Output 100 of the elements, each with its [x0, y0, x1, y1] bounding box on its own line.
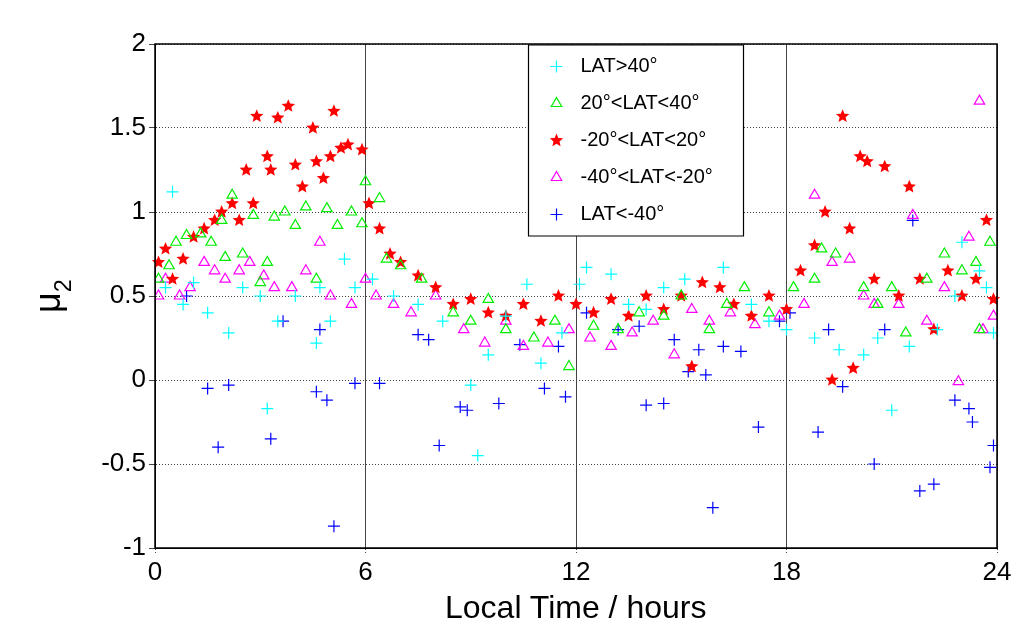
point	[647, 314, 659, 325]
point	[186, 275, 201, 290]
point	[372, 376, 387, 390]
y-tick-label: 0	[131, 363, 146, 394]
point	[633, 306, 645, 317]
point	[716, 339, 730, 353]
point	[822, 323, 836, 337]
point	[678, 272, 692, 286]
point	[836, 380, 850, 394]
point	[584, 331, 596, 342]
y-tick-label: 0.5	[109, 279, 146, 310]
point	[984, 235, 996, 246]
x-tick-label: 18	[772, 555, 801, 586]
point	[254, 275, 267, 287]
point	[464, 378, 478, 392]
point	[857, 281, 870, 292]
point	[313, 323, 327, 337]
point	[173, 289, 186, 300]
point	[639, 302, 653, 317]
point	[309, 385, 323, 399]
legend-label: LAT>40°	[580, 54, 658, 77]
point	[520, 277, 534, 291]
point	[703, 314, 716, 325]
point	[226, 188, 238, 199]
point	[738, 281, 751, 292]
point	[667, 333, 681, 347]
point	[703, 323, 716, 334]
point	[331, 218, 344, 230]
point	[386, 289, 401, 303]
point	[310, 272, 323, 283]
point	[271, 314, 285, 328]
point	[314, 235, 326, 246]
point	[327, 519, 341, 533]
point	[356, 217, 368, 228]
point	[657, 396, 671, 411]
point	[868, 297, 880, 308]
point	[170, 235, 182, 246]
point	[639, 398, 653, 412]
point	[973, 94, 986, 105]
point	[798, 297, 810, 308]
x-axis-title: Local Time / hours	[444, 589, 707, 625]
point	[906, 213, 920, 227]
point	[348, 281, 362, 295]
point	[973, 323, 986, 334]
point	[744, 297, 759, 311]
point	[605, 339, 617, 350]
point	[323, 314, 338, 328]
point	[387, 297, 400, 308]
point	[537, 381, 552, 395]
point	[921, 314, 933, 325]
point	[253, 289, 267, 303]
point	[626, 326, 638, 337]
point	[779, 323, 794, 337]
point	[279, 205, 291, 216]
point	[201, 381, 215, 395]
point	[165, 185, 180, 199]
point	[422, 333, 436, 347]
point	[549, 314, 561, 325]
y-tick-label: 2	[131, 27, 146, 58]
point	[692, 343, 706, 357]
legend-label: -20°<LAT<20°	[580, 128, 707, 151]
point	[885, 281, 898, 292]
point	[289, 218, 302, 230]
point	[411, 297, 425, 311]
point	[826, 255, 838, 266]
point	[513, 338, 527, 352]
point	[857, 348, 871, 362]
point	[313, 281, 327, 295]
point	[542, 336, 554, 347]
point	[955, 235, 969, 249]
point	[268, 210, 281, 221]
point	[436, 314, 450, 328]
point	[411, 328, 425, 342]
point	[699, 368, 713, 382]
point	[528, 331, 540, 342]
point	[309, 336, 323, 350]
point	[236, 281, 250, 295]
point	[668, 348, 681, 359]
point	[345, 297, 358, 308]
y-tick-label: -0.5	[101, 447, 146, 478]
y-tick-label: 1.5	[109, 111, 146, 142]
y-axis-title: μ2	[27, 279, 76, 313]
point	[176, 297, 190, 311]
point	[261, 255, 274, 266]
point	[857, 289, 870, 300]
point	[236, 247, 249, 258]
point	[938, 247, 951, 258]
point	[867, 457, 881, 471]
point	[558, 390, 573, 404]
point	[219, 272, 231, 283]
point	[370, 289, 382, 300]
point	[555, 326, 569, 340]
point	[481, 348, 495, 362]
point	[878, 323, 892, 337]
point	[965, 415, 980, 429]
point	[632, 319, 646, 333]
point	[260, 401, 274, 416]
point	[956, 264, 968, 275]
point	[563, 323, 575, 334]
point	[734, 344, 748, 359]
